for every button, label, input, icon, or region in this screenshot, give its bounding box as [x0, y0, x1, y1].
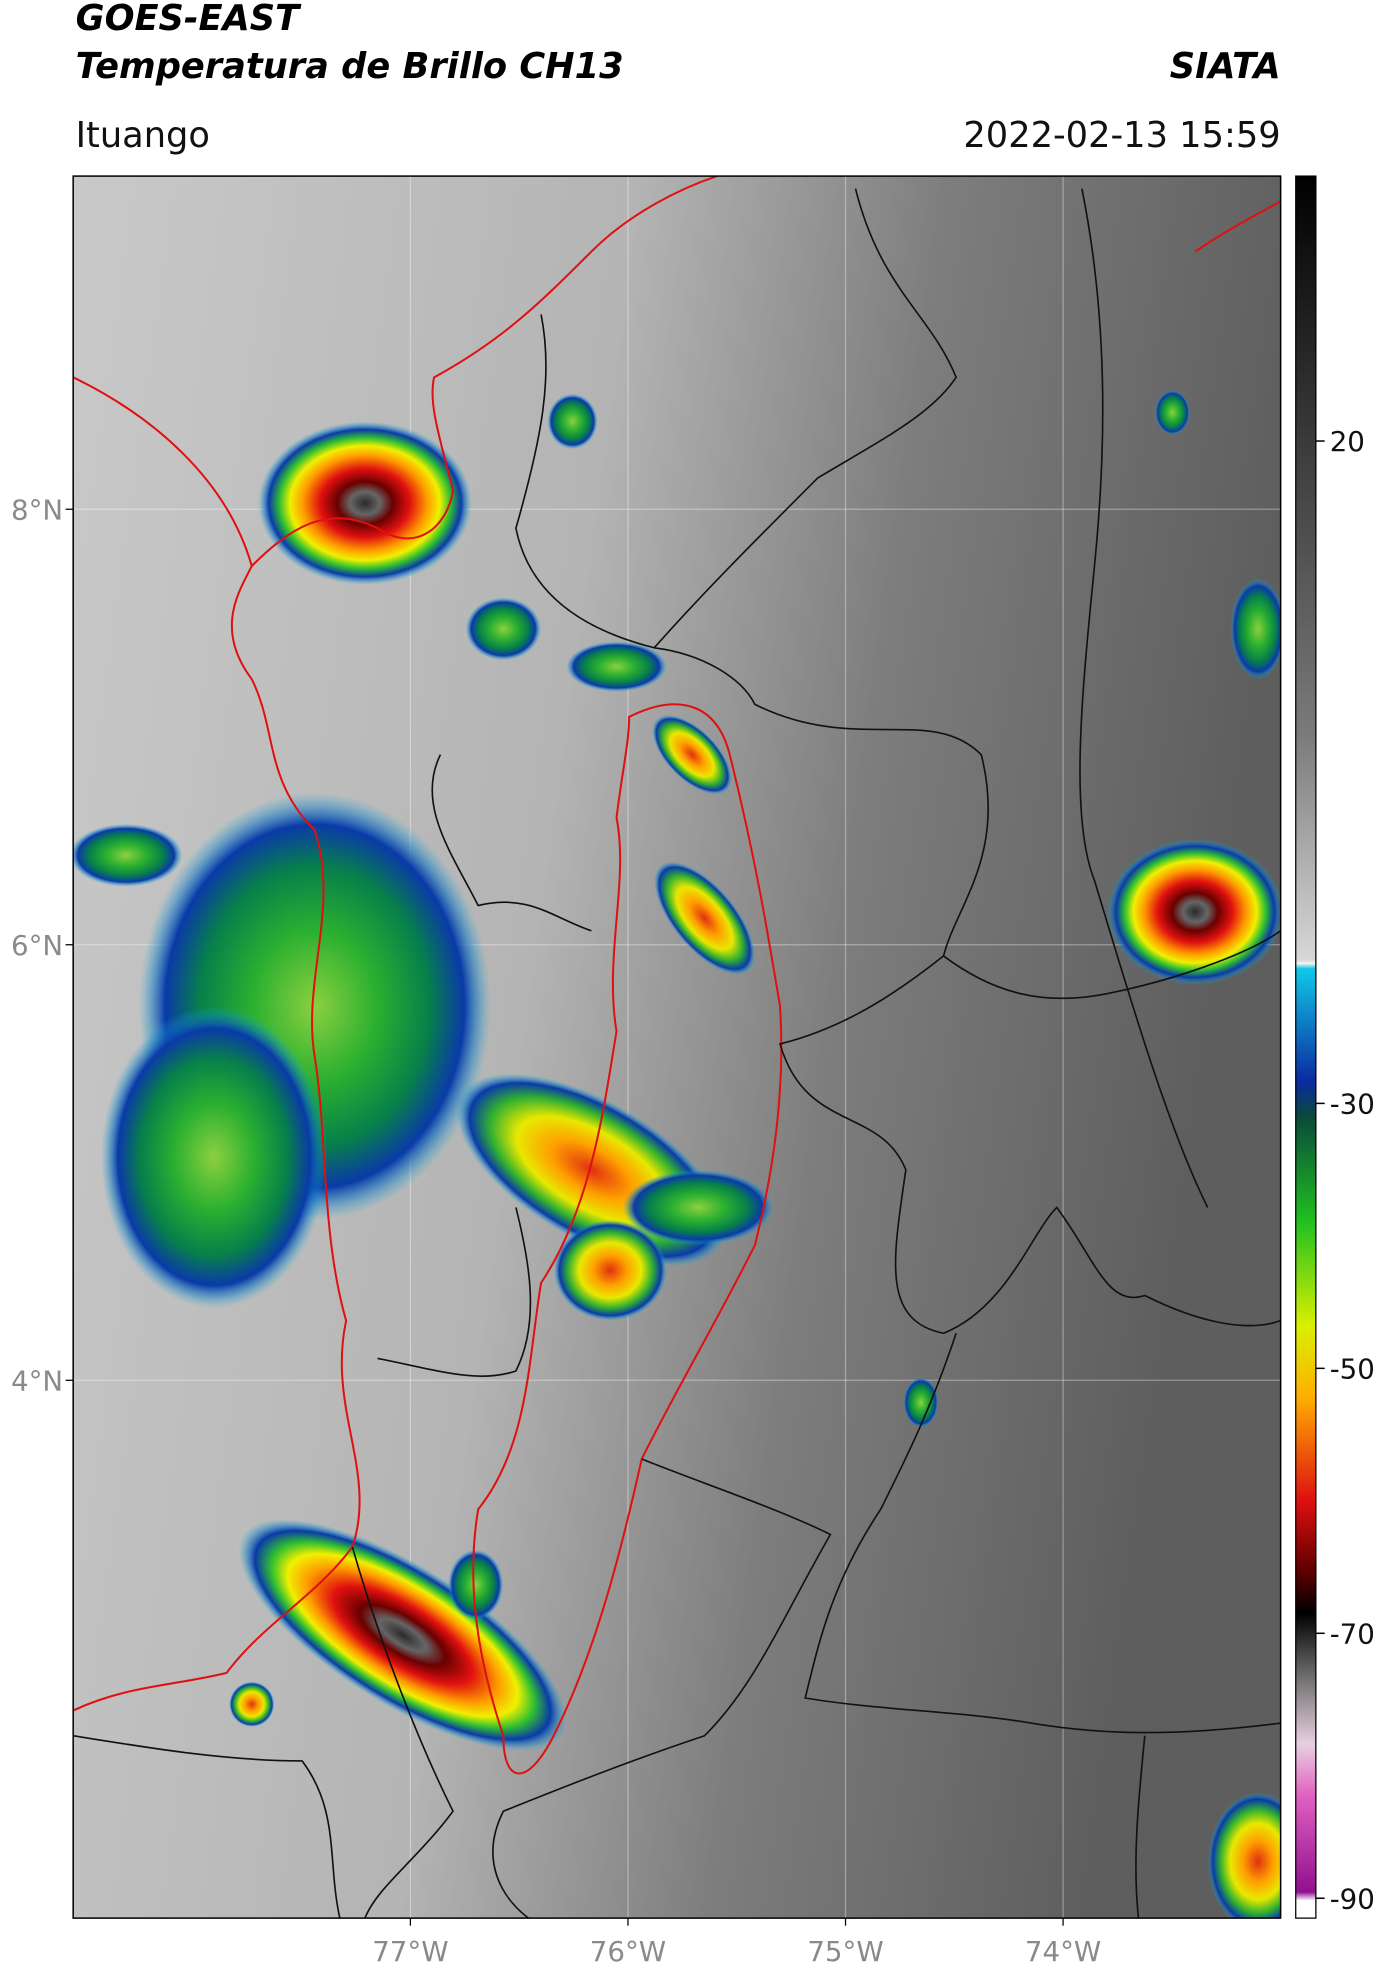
storm-cell — [258, 421, 472, 585]
storm-cell — [1107, 838, 1281, 985]
title: GOES-EAST — [76, 0, 302, 39]
border — [73, 1734, 341, 1919]
border — [804, 1332, 1281, 1734]
colorbar-tick-label: 20 — [1330, 425, 1365, 458]
map-frame — [72, 175, 1282, 1919]
subtitle: Temperatura de Brillo CH13 — [76, 46, 624, 87]
cloud-cluster — [100, 1006, 328, 1309]
colorbar-tick-label: -30 — [1330, 1087, 1375, 1120]
map — [73, 176, 1281, 1919]
region-boundary — [472, 703, 783, 1775]
x-tick-label: 75°W — [807, 1935, 883, 1968]
colorbar-tick-label: -50 — [1330, 1352, 1375, 1385]
colorbar-tick-label: -90 — [1330, 1882, 1375, 1915]
storm-cell — [652, 714, 732, 795]
border — [377, 1207, 532, 1377]
cloud-cluster — [622, 1169, 774, 1246]
timestamp: 2022-02-13 15:59 — [963, 115, 1280, 156]
coastline — [73, 176, 1281, 1775]
colorbar-tick-label: -70 — [1330, 1617, 1375, 1650]
storm-cell — [654, 861, 756, 975]
brand: SIATA — [1170, 46, 1281, 87]
cloud-cluster — [547, 393, 598, 450]
y-tick-label: 6°N — [11, 929, 63, 962]
cloud-cluster — [903, 1377, 939, 1428]
cloud-cluster — [566, 641, 667, 692]
cloud-cluster — [1230, 578, 1281, 680]
border — [1135, 1735, 1146, 1919]
border — [351, 1546, 454, 1919]
admin-borders — [73, 188, 1281, 1919]
x-tick-label: 77°W — [372, 1935, 448, 1968]
border — [654, 646, 1281, 1000]
coast-pacific — [73, 376, 361, 1712]
x-tick-label: 76°W — [590, 1935, 666, 1968]
border — [1079, 188, 1209, 1208]
storm-cell — [1207, 1792, 1281, 1919]
x-tick-label: 74°W — [1025, 1935, 1101, 1968]
border — [779, 955, 1281, 1335]
storm-cell — [553, 1220, 667, 1321]
border — [515, 188, 958, 649]
coast-caribbean — [251, 176, 718, 567]
cloud-cluster — [73, 823, 183, 887]
storm-cell — [229, 1681, 275, 1727]
border — [492, 1458, 832, 1919]
cloud-cluster — [447, 1549, 504, 1621]
colorbar — [1295, 175, 1317, 1919]
cloud-cluster — [465, 597, 542, 661]
storm-cell — [238, 1519, 567, 1752]
coast-venezuela — [1194, 200, 1281, 253]
y-tick-label: 4°N — [11, 1364, 63, 1397]
location: Ituango — [76, 115, 210, 156]
cloud-cluster — [1154, 389, 1191, 436]
y-tick-label: 8°N — [11, 493, 63, 526]
border — [431, 754, 592, 932]
